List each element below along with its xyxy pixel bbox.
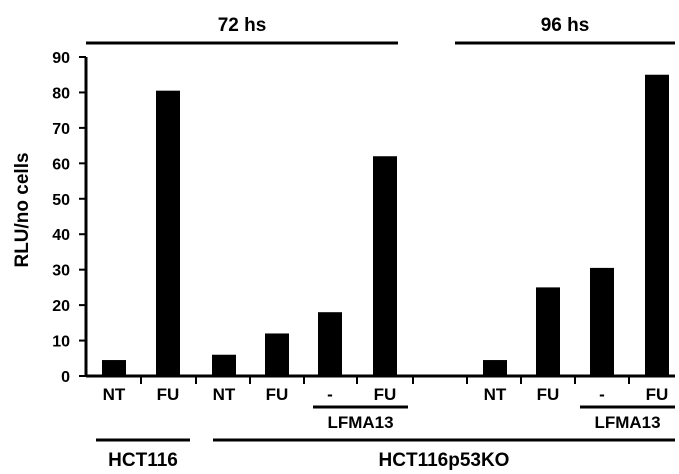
bar-1 (102, 360, 126, 376)
treatment-group-label: LFMA13 (327, 413, 393, 432)
bar-2 (156, 90, 180, 376)
y-tick-label: 60 (52, 156, 70, 173)
time-group-label: 72 hs (218, 15, 267, 36)
y-tick-label: 70 (52, 121, 70, 138)
y-tick-label: 0 (61, 369, 70, 386)
bar-7 (483, 360, 507, 376)
y-tick-label: 90 (52, 50, 70, 67)
bar-8 (536, 287, 560, 376)
y-ticks-layer: 0 10 20 30 40 50 60 70 80 90 (52, 50, 86, 386)
bar-10 (645, 74, 669, 376)
y-tick-label: 80 (52, 85, 70, 102)
y-axis-label: RLU/no cells (12, 152, 33, 267)
x-tick-label: FU (157, 385, 180, 404)
x-tick-label: FU (537, 385, 560, 404)
y-tick-label: 30 (52, 263, 70, 280)
x-tick-label: FU (374, 385, 397, 404)
bar-3 (212, 354, 236, 376)
bar-6 (373, 156, 397, 376)
y-tick-label: 10 (52, 334, 70, 351)
y-tick-label: 50 (52, 192, 70, 209)
x-tick-labels-layer: NT FU NT FU - FU NT FU - FU (103, 376, 669, 404)
bar-9 (590, 267, 614, 376)
bars-layer (102, 74, 669, 376)
x-tick-label: NT (213, 385, 236, 404)
y-tick-label: 20 (52, 298, 70, 315)
cell-line-group-label: HCT116p53KO (379, 450, 510, 471)
x-tick-label: - (327, 385, 333, 404)
cell-line-group-label: HCT116 (108, 450, 178, 471)
y-tick-label: 40 (52, 227, 70, 244)
x-tick-label: FU (266, 385, 289, 404)
bar-5 (318, 312, 342, 376)
x-tick-label: - (599, 385, 605, 404)
x-tick-label: NT (103, 385, 126, 404)
treatment-group-label: LFMA13 (594, 413, 660, 432)
group-brackets-layer: 72 hs 96 hs LFMA13 LFMA13 HCT116 HCT116p53KO (86, 15, 675, 471)
time-group-label: 96 hs (541, 15, 590, 36)
x-tick-label: NT (484, 385, 507, 404)
bar-4 (265, 333, 289, 376)
x-tick-label: FU (646, 385, 669, 404)
